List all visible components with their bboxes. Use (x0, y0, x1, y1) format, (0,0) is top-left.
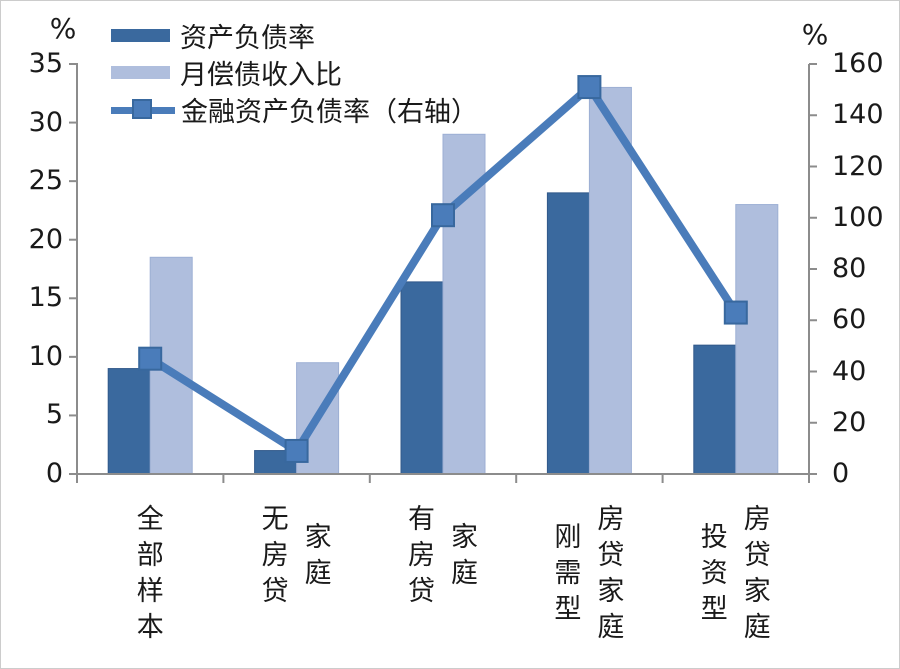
left-axis-tick-label: 30 (28, 106, 63, 138)
left-axis-tick-label: 20 (28, 223, 63, 255)
category-label-char: 资 (700, 558, 728, 588)
category-label-char: 贷 (597, 540, 625, 570)
category-label-char: 贷 (261, 576, 289, 606)
legend-swatch-dark-bar (111, 29, 170, 42)
category-label-char: 投 (700, 522, 728, 552)
bar-资产负债率-0 (107, 368, 151, 475)
category-label-char: 样 (136, 576, 164, 606)
right-axis-tick-label: 20 (832, 406, 867, 438)
category-label-1: 无房贷家庭 (260, 501, 333, 609)
line-marker-2 (431, 203, 455, 228)
bar-月偿债收入比-4 (735, 204, 779, 475)
legend-swatch-line-marker (111, 98, 175, 122)
category-label-char: 房 (597, 504, 625, 534)
category-label-char: 部 (136, 540, 164, 570)
category-label-4: 投资型房贷家庭 (699, 501, 772, 645)
category-label-column: 家庭 (450, 519, 480, 591)
category-label-3: 刚需型房贷家庭 (553, 501, 626, 645)
category-label-char: 本 (136, 612, 164, 642)
bars-layer (107, 86, 779, 475)
bar-资产负债率-4 (693, 344, 737, 475)
category-label-column: 家庭 (303, 519, 333, 591)
category-label-char: 贷 (743, 540, 771, 570)
line-marker-4 (723, 300, 748, 325)
category-label-column: 房贷家庭 (596, 501, 626, 645)
right-axis-tick-label: 40 (832, 355, 867, 387)
left-axis-tick-label: 5 (45, 399, 63, 431)
category-label-char: 型 (554, 594, 582, 624)
category-label-char: 无 (261, 504, 289, 534)
left-axis-tick-label: 0 (45, 458, 63, 489)
category-label-char: 全 (136, 504, 164, 534)
legend-item-bar-series-2: 月偿债收入比 (111, 54, 478, 91)
legend-item-line-series: 金融资产负债率（右轴） (111, 91, 478, 128)
category-label-char: 贷 (408, 576, 435, 606)
right-axis-tick-label: 100 (832, 201, 884, 233)
legend: 资产负债率 月偿债收入比 金融资产负债率（右轴） (111, 17, 478, 128)
bar-月偿债收入比-3 (588, 86, 632, 475)
category-label-column: 有房贷 (407, 501, 437, 609)
category-label-char: 刚 (554, 522, 582, 552)
line-layer (138, 75, 748, 463)
right-axis-unit: % (801, 18, 829, 51)
line-marker-3 (577, 75, 602, 100)
category-label-char: 房 (261, 540, 289, 570)
category-label-0: 全部样本 (135, 501, 165, 645)
right-axis-tick-label: 160 (832, 48, 884, 79)
category-label-char: 庭 (304, 558, 332, 588)
right-axis-tick-label: 60 (832, 304, 867, 336)
category-label-char: 家 (597, 576, 625, 606)
category-label-char: 家 (304, 522, 332, 552)
category-label-char: 房 (408, 540, 435, 570)
left-axis-tick-label: 35 (28, 48, 63, 79)
left-axis-unit: % (49, 12, 77, 45)
line-marker-1 (284, 438, 309, 463)
right-axis-tick-label: 80 (832, 253, 867, 284)
category-label-char: 型 (700, 594, 728, 624)
right-axis-tick-label: 120 (832, 150, 884, 182)
category-label-char: 庭 (743, 612, 771, 642)
bar-资产负债率-3 (546, 192, 590, 475)
category-label-column: 无房贷 (260, 501, 290, 609)
legend-label: 金融资产负债率（右轴） (181, 97, 478, 127)
category-label-column: 投资型 (699, 519, 729, 627)
left-axis-tick-label: 10 (28, 340, 63, 372)
category-label-char: 家 (451, 522, 478, 552)
axes-layer (69, 63, 817, 483)
category-label-column: 房贷家庭 (742, 501, 772, 645)
bar-月偿债收入比-2 (442, 133, 486, 475)
legend-swatch-light-bar (111, 66, 170, 79)
bar-资产负债率-2 (400, 281, 444, 475)
left-axis-tick-label: 15 (28, 282, 63, 314)
legend-label: 资产负债率 (180, 23, 315, 53)
category-label-2: 有房贷家庭 (407, 501, 480, 609)
category-label-char: 庭 (451, 558, 478, 588)
category-label-char: 需 (554, 558, 582, 588)
category-label-char: 房 (743, 504, 771, 534)
category-label-column: 刚需型 (553, 519, 583, 627)
square-marker-icon (132, 98, 152, 119)
legend-item-bar-series-1: 资产负债率 (111, 17, 478, 54)
category-label-char: 庭 (597, 612, 625, 642)
category-label-char: 有 (408, 504, 435, 534)
right-axis-tick-label: 0 (832, 458, 850, 489)
right-axis-tick-label: 140 (832, 99, 884, 131)
category-label-char: 家 (743, 576, 771, 606)
left-axis-tick-label: 25 (28, 165, 63, 197)
line-marker-0 (138, 346, 163, 371)
category-label-column: 全部样本 (135, 501, 165, 645)
legend-label: 月偿债收入比 (180, 60, 342, 90)
